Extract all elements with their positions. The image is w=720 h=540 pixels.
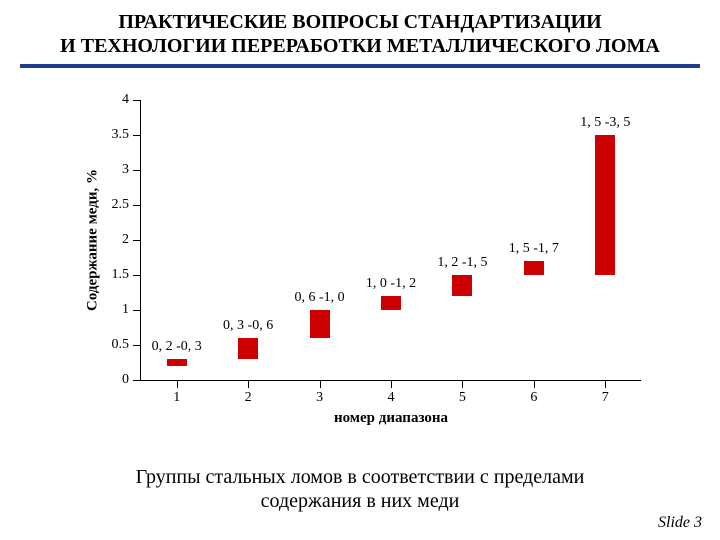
y-tick-label: 0.5 [112, 337, 142, 353]
y-tick-label: 1 [122, 302, 141, 318]
bar: 0, 2 -0, 3 [167, 359, 187, 366]
x-tick-label: 5 [459, 380, 466, 406]
bar-label: 1, 2 -1, 5 [437, 255, 487, 275]
y-tick-label: 0 [122, 372, 141, 388]
x-tick-label: 4 [388, 380, 395, 406]
bar: 0, 6 -1, 0 [310, 310, 330, 338]
x-tick-label: 6 [530, 380, 537, 406]
page-title: ПРАКТИЧЕСКИЕ ВОПРОСЫ СТАНДАРТИЗАЦИИ И ТЕ… [20, 10, 700, 58]
bar: 1, 5 -3, 5 [595, 135, 615, 275]
y-tick-label: 2.5 [112, 197, 142, 213]
title-line1: ПРАКТИЧЕСКИЕ ВОПРОСЫ СТАНДАРТИЗАЦИИ [118, 11, 601, 33]
bar: 1, 0 -1, 2 [381, 296, 401, 310]
caption: Группы стальных ломов в соответствии с п… [0, 465, 720, 513]
bar-label: 0, 3 -0, 6 [223, 318, 273, 338]
bar-label: 1, 5 -1, 7 [509, 241, 559, 261]
slide: ПРАКТИЧЕСКИЕ ВОПРОСЫ СТАНДАРТИЗАЦИИ И ТЕ… [0, 0, 720, 540]
plot-area: Содержание меди, % номер диапазона 00.51… [140, 100, 641, 381]
title-underline [20, 64, 700, 68]
bar-label: 1, 0 -1, 2 [366, 276, 416, 296]
y-tick-label: 4 [122, 92, 141, 108]
bar: 1, 5 -1, 7 [524, 261, 544, 275]
x-tick-label: 1 [173, 380, 180, 406]
x-tick-label: 7 [602, 380, 609, 406]
title-block: ПРАКТИЧЕСКИЕ ВОПРОСЫ СТАНДАРТИЗАЦИИ И ТЕ… [0, 0, 720, 68]
bar: 0, 3 -0, 6 [238, 338, 258, 359]
x-tick-label: 3 [316, 380, 323, 406]
y-tick-label: 2 [122, 232, 141, 248]
y-axis-title: Содержание меди, % [85, 169, 102, 311]
caption-line2: содержания в них меди [261, 490, 460, 512]
caption-line1: Группы стальных ломов в соответствии с п… [136, 466, 585, 488]
bar-label: 0, 6 -1, 0 [294, 290, 344, 310]
y-tick-label: 3.5 [112, 127, 142, 143]
y-tick-label: 3 [122, 162, 141, 178]
y-tick-label: 1.5 [112, 267, 142, 283]
title-line2: И ТЕХНОЛОГИИ ПЕРЕРАБОТКИ МЕТАЛЛИЧЕСКОГО … [60, 35, 660, 57]
slide-number: Slide 3 [658, 514, 702, 532]
bar-label: 0, 2 -0, 3 [152, 339, 202, 359]
bar-label: 1, 5 -3, 5 [580, 115, 630, 135]
bar: 1, 2 -1, 5 [452, 275, 472, 296]
x-tick-label: 2 [245, 380, 252, 406]
chart: Содержание меди, % номер диапазона 00.51… [80, 100, 650, 420]
